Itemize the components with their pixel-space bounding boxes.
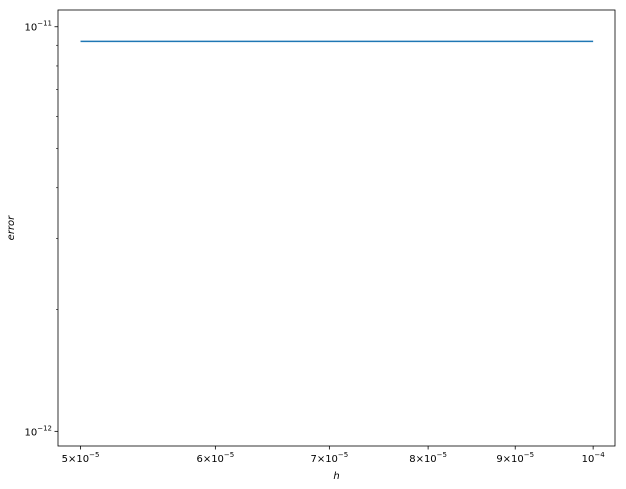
y-tick-label: 10−11 <box>24 20 52 34</box>
x-tick-label: 9×10−5 <box>496 451 534 465</box>
x-tick-label: 7×10−5 <box>310 451 348 465</box>
x-tick-label: 8×10−5 <box>409 451 447 465</box>
x-tick-label: 5×10−5 <box>62 451 100 465</box>
x-tick-label: 6×10−5 <box>196 451 234 465</box>
x-axis-label: h <box>333 471 339 482</box>
x-axis-ticks: 5×10−5 6×10−5 7×10−5 8×10−5 9×10−5 10−4 <box>62 446 606 465</box>
y-tick-label: 10−12 <box>24 424 52 438</box>
plot-frame <box>57 9 616 447</box>
y-axis-ticks: 10−12 10−11 <box>24 20 58 438</box>
y-axis-label: error <box>6 215 17 240</box>
x-tick-label: 10−4 <box>582 451 606 465</box>
